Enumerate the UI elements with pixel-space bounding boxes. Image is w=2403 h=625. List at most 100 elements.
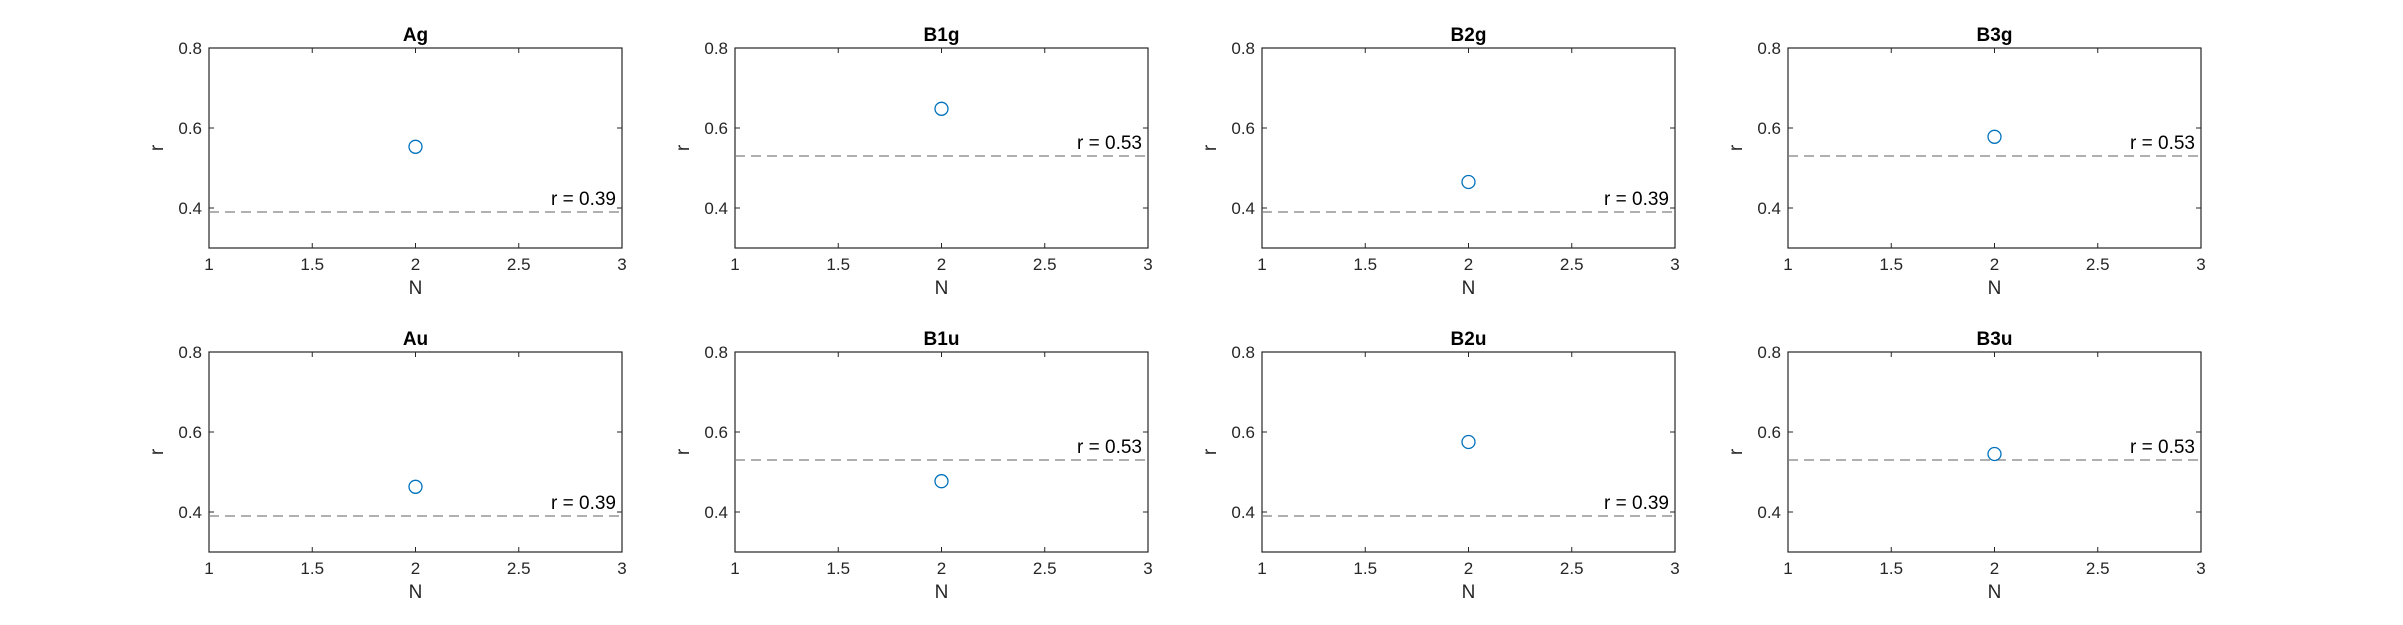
panel-b2u: 1 1.5 2 2.5 3 0.4 0.6 0.8 r = 0.39 B2u Nr — [1200, 329, 1680, 603]
x-tick-label: 2 — [1990, 559, 1999, 578]
reference-label: r = 0.53 — [2130, 437, 2195, 458]
y-tick-label: 0.8 — [1757, 39, 1781, 58]
panel-b3u: 1 1.5 2 2.5 3 0.4 0.6 0.8 r = 0.53 B3u Nr — [1726, 329, 2206, 603]
reference-label: r = 0.39 — [551, 493, 616, 514]
x-axis-label: N — [1462, 278, 1476, 299]
data-point — [1461, 174, 1476, 190]
y-axis-label: r — [1726, 144, 1747, 151]
y-tick-label: 0.4 — [704, 503, 728, 522]
data-point — [1461, 434, 1476, 450]
panel-b1g: 1 1.5 2 2.5 3 0.4 0.6 0.8 r = 0.53 B1g Nr — [673, 25, 1153, 299]
x-tick-label: 2.5 — [2086, 559, 2110, 578]
reference-label: r = 0.53 — [1077, 133, 1142, 154]
x-tick-label: 2 — [411, 559, 420, 578]
y-tick-label: 0.4 — [178, 503, 202, 522]
x-tick-label: 1 — [1783, 559, 1792, 578]
x-tick-label: 2 — [1464, 255, 1473, 274]
panel-b2g: 1 1.5 2 2.5 3 0.4 0.6 0.8 r = 0.39 B2g Nr — [1200, 25, 1680, 299]
x-tick-label: 1.5 — [300, 559, 324, 578]
x-axis-label: N — [1462, 582, 1476, 603]
panel-title: Au — [403, 329, 428, 350]
x-tick-label: 1 — [204, 559, 213, 578]
x-tick-label: 1.5 — [300, 255, 324, 274]
x-tick-label: 3 — [1670, 255, 1679, 274]
y-tick-label: 0.6 — [178, 423, 202, 442]
x-tick-label: 1.5 — [826, 559, 850, 578]
x-tick-label: 2 — [411, 255, 420, 274]
x-tick-label: 1 — [204, 255, 213, 274]
panel-title: B1g — [924, 25, 960, 46]
panel-ag: 1 1.5 2 2.5 3 0.4 0.6 0.8 r = 0.39 Ag Nr — [147, 25, 627, 299]
x-tick-label: 1 — [1257, 559, 1266, 578]
y-axis-label: r — [673, 448, 694, 455]
panel-title: B3g — [1977, 25, 2013, 46]
x-tick-label: 1 — [730, 255, 739, 274]
y-tick-label: 0.4 — [1231, 503, 1255, 522]
panel-b3g: 1 1.5 2 2.5 3 0.4 0.6 0.8 r = 0.53 B3g Nr — [1726, 25, 2206, 299]
x-axis-label: N — [1988, 582, 2002, 603]
y-axis-label: r — [1200, 144, 1221, 151]
x-tick-label: 3 — [1143, 559, 1152, 578]
axes-box — [208, 351, 623, 553]
axes-box — [1261, 351, 1676, 553]
x-tick-label: 3 — [617, 559, 626, 578]
y-tick-label: 0.6 — [1757, 423, 1781, 442]
x-axis-label: N — [1988, 278, 2002, 299]
x-tick-label: 3 — [2196, 559, 2205, 578]
data-point — [408, 479, 423, 494]
x-axis-label: N — [935, 582, 949, 603]
data-point — [408, 139, 423, 154]
data-point — [934, 101, 949, 116]
y-tick-label: 0.6 — [1231, 119, 1255, 138]
y-tick-label: 0.6 — [704, 423, 728, 442]
reference-label: r = 0.39 — [1604, 493, 1669, 514]
panel-title: B2u — [1451, 329, 1487, 350]
x-tick-label: 2.5 — [1560, 255, 1584, 274]
y-tick-label: 0.4 — [1757, 503, 1781, 522]
x-tick-label: 2 — [1464, 559, 1473, 578]
x-tick-label: 3 — [617, 255, 626, 274]
x-tick-label: 3 — [1670, 559, 1679, 578]
x-tick-label: 1 — [1783, 255, 1792, 274]
y-tick-label: 0.8 — [704, 39, 728, 58]
x-tick-label: 2.5 — [507, 255, 531, 274]
panel-title: B1u — [924, 329, 960, 350]
x-tick-label: 2.5 — [1560, 559, 1584, 578]
axes-box — [208, 47, 623, 249]
x-tick-label: 2.5 — [1033, 255, 1057, 274]
x-tick-label: 1.5 — [826, 255, 850, 274]
x-tick-label: 2 — [937, 559, 946, 578]
data-point — [1987, 129, 2002, 144]
x-tick-label: 2.5 — [2086, 255, 2110, 274]
reference-label: r = 0.53 — [1077, 437, 1142, 458]
axes-box — [1261, 47, 1676, 249]
y-tick-label: 0.6 — [704, 119, 728, 138]
y-tick-label: 0.4 — [704, 199, 728, 218]
data-point — [1987, 446, 2002, 462]
y-tick-label: 0.6 — [1231, 423, 1255, 442]
y-axis-label: r — [673, 144, 694, 151]
y-tick-label: 0.6 — [178, 119, 202, 138]
data-point — [934, 474, 949, 489]
y-axis-label: r — [1726, 448, 1747, 455]
x-tick-label: 1 — [730, 559, 739, 578]
y-axis-label: r — [147, 448, 168, 455]
y-tick-label: 0.4 — [178, 199, 202, 218]
panel-title: Ag — [403, 25, 428, 46]
y-axis-label: r — [147, 144, 168, 151]
x-tick-label: 1.5 — [1879, 559, 1903, 578]
x-tick-label: 1.5 — [1353, 255, 1377, 274]
x-tick-label: 2.5 — [507, 559, 531, 578]
y-tick-label: 0.8 — [1231, 343, 1255, 362]
panel-b1u: 1 1.5 2 2.5 3 0.4 0.6 0.8 r = 0.53 B1u Nr — [673, 329, 1153, 603]
y-tick-label: 0.8 — [178, 343, 202, 362]
x-tick-label: 2 — [1990, 255, 1999, 274]
x-axis-label: N — [935, 278, 949, 299]
y-tick-label: 0.8 — [178, 39, 202, 58]
reference-label: r = 0.53 — [2130, 133, 2195, 154]
x-tick-label: 3 — [2196, 255, 2205, 274]
x-axis-label: N — [409, 278, 423, 299]
panel-title: B2g — [1451, 25, 1487, 46]
y-tick-label: 0.4 — [1757, 199, 1781, 218]
